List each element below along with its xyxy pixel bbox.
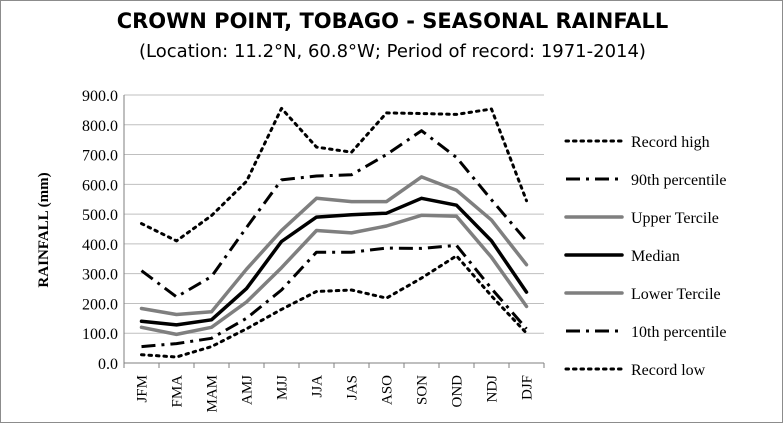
x-tick-label: OND xyxy=(450,375,466,408)
x-tick-label: FMA xyxy=(170,375,186,408)
y-tick-label: 700.0 xyxy=(82,148,118,165)
x-tick-label: ASO xyxy=(380,375,396,405)
series-line-record-low xyxy=(140,254,528,359)
y-tick-label: 400.0 xyxy=(82,237,118,254)
legend-label-90th-percentile: 90th percentile xyxy=(631,172,727,189)
legend-label-lower-tercile: Lower Tercile xyxy=(631,286,721,303)
x-tick-label: JFM xyxy=(135,375,151,403)
x-axis-ticks: JFM FMA MAM AMJ MJJ JJA JAS ASO SON OND NDJ DJF xyxy=(123,363,545,413)
legend-label-median: Median xyxy=(631,248,680,265)
legend-label-10th-percentile: 10th percentile xyxy=(631,324,727,341)
y-tick-label: 100.0 xyxy=(82,326,118,343)
y-tick-label: 300.0 xyxy=(82,267,118,284)
series-line-90th-percentile xyxy=(140,129,528,299)
x-tick-label: JJA xyxy=(310,375,326,398)
y-tick-label: 600.0 xyxy=(82,177,118,194)
y-tick-label: 200.0 xyxy=(82,296,118,313)
x-tick-label: DJF xyxy=(520,375,536,400)
x-tick-label: MJJ xyxy=(275,375,291,400)
legend: Record high 90th percentile Upper Tercile M… xyxy=(564,134,727,379)
legend-label-record-high: Record high xyxy=(631,134,710,151)
chart-title: CROWN POINT, TOBAGO - SEASONAL RAINFALL xyxy=(116,9,669,33)
y-tick-label: 0.0 xyxy=(98,356,118,373)
x-tick-label: SON xyxy=(415,375,431,405)
y-axis-label: RAINFALL (mm) xyxy=(36,172,52,287)
y-tick-label: 800.0 xyxy=(82,118,118,135)
series-line-upper-tercile xyxy=(139,175,529,317)
x-tick-label: MAM xyxy=(205,375,221,413)
y-tick-label: 900.0 xyxy=(82,88,118,105)
series-line-record-high xyxy=(140,106,528,243)
series-line-lower-tercile xyxy=(139,213,529,337)
x-tick-label: NDJ xyxy=(485,375,501,403)
legend-label-record-low: Record low xyxy=(631,362,706,379)
series-lines xyxy=(139,106,529,359)
legend-label-upper-tercile: Upper Tercile xyxy=(631,210,719,227)
series-line-median xyxy=(139,196,529,327)
y-axis-ticks: 0.0 100.0 200.0 300.0 400.0 500.0 600.0 700.0 80… xyxy=(82,88,118,373)
y-tick-label: 500.0 xyxy=(82,207,118,224)
series-line-10th-percentile xyxy=(141,243,528,349)
x-tick-label: JAS xyxy=(345,375,361,400)
x-tick-label: AMJ xyxy=(240,375,256,405)
chart-subtitle: (Location: 11.2°N, 60.8°W; Period of rec… xyxy=(139,41,646,62)
